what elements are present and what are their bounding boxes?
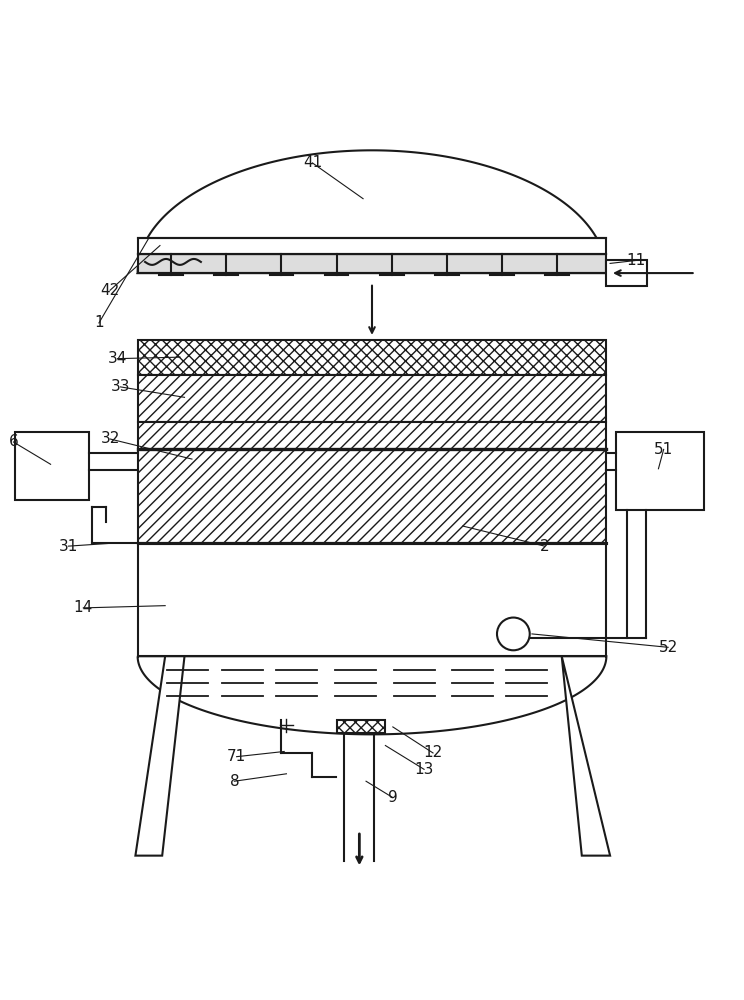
Bar: [15, 432, 89, 500]
Text: 52: 52: [658, 640, 678, 655]
Text: 71: 71: [227, 749, 246, 764]
Text: 1: 1: [94, 315, 103, 330]
Text: 12: 12: [423, 745, 443, 760]
Text: 2: 2: [540, 539, 549, 554]
Text: 33: 33: [111, 379, 130, 394]
Polygon shape: [135, 656, 185, 856]
Text: 13: 13: [414, 762, 434, 777]
Polygon shape: [562, 656, 610, 856]
Text: 14: 14: [74, 600, 93, 615]
Text: 31: 31: [59, 539, 78, 554]
Polygon shape: [138, 150, 606, 273]
Text: 8: 8: [230, 774, 239, 789]
Text: 42: 42: [100, 283, 120, 298]
Bar: [138, 375, 606, 422]
Bar: [138, 238, 606, 254]
Text: 51: 51: [654, 442, 673, 457]
Polygon shape: [138, 656, 606, 734]
Bar: [606, 260, 647, 286]
Text: 11: 11: [626, 253, 646, 268]
Text: 6: 6: [8, 434, 19, 449]
Bar: [337, 720, 385, 733]
Text: 32: 32: [100, 431, 120, 446]
Text: 9: 9: [388, 790, 398, 805]
Bar: [138, 254, 606, 273]
Text: 34: 34: [108, 351, 127, 366]
Bar: [138, 422, 606, 543]
Text: 41: 41: [303, 155, 322, 170]
Bar: [616, 432, 704, 510]
Bar: [138, 340, 606, 375]
